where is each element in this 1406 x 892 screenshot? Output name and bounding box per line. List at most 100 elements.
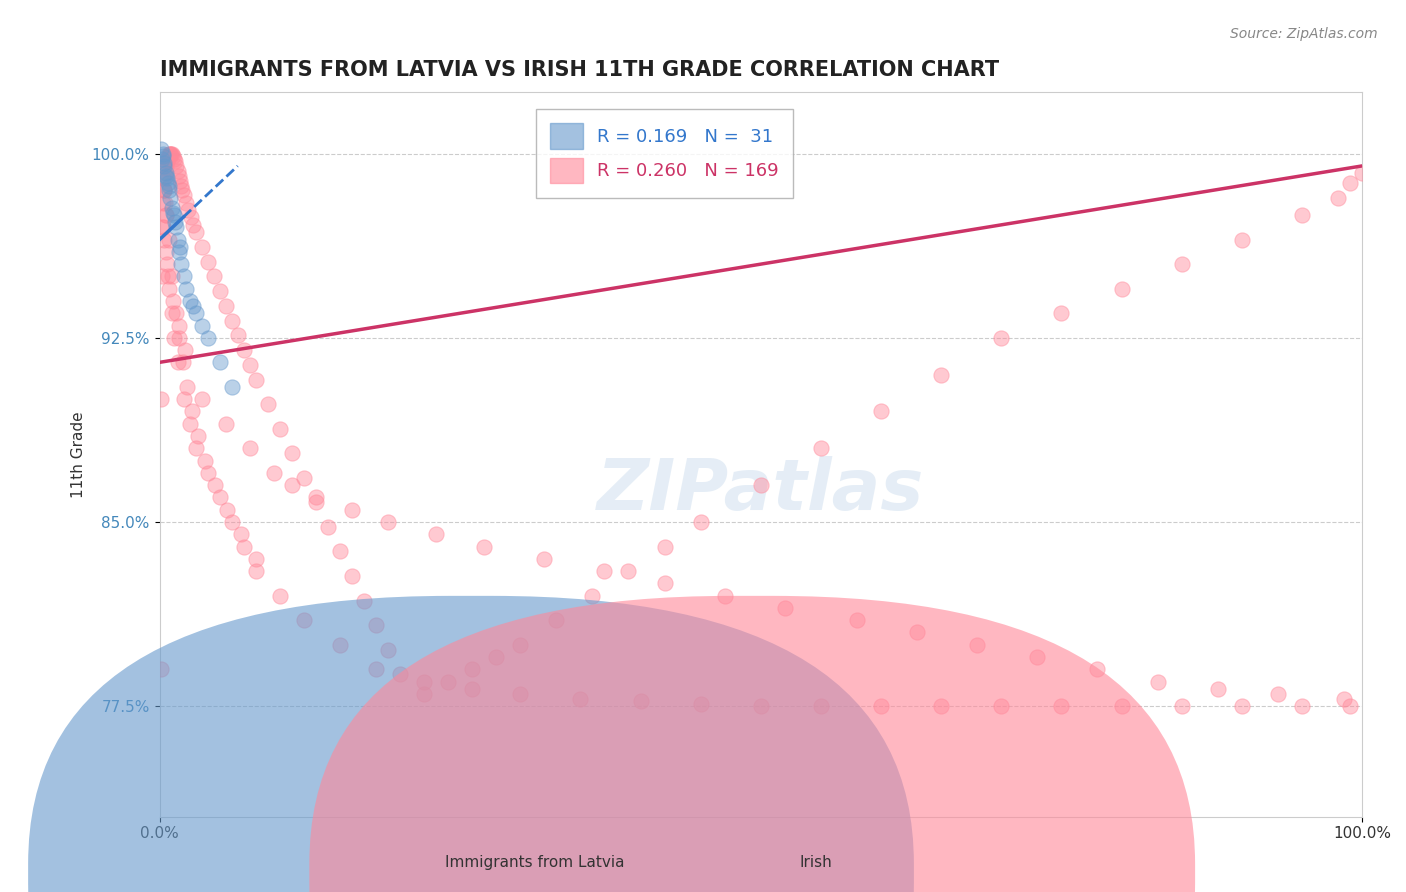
Irish	[159, 146, 181, 161]
Irish	[654, 540, 676, 554]
Irish	[173, 188, 195, 202]
Immigrants from Latvia	[169, 240, 191, 254]
Irish	[509, 687, 531, 701]
Irish	[929, 368, 952, 382]
Irish	[292, 613, 315, 627]
Irish	[214, 417, 236, 431]
Irish	[239, 358, 262, 372]
Irish	[269, 589, 291, 603]
Irish	[1230, 233, 1253, 247]
Irish	[305, 491, 328, 505]
Irish	[177, 203, 200, 218]
Irish	[156, 269, 179, 284]
Irish	[172, 355, 194, 369]
Irish	[160, 146, 183, 161]
Irish	[153, 171, 176, 186]
Irish	[239, 442, 262, 456]
Irish	[174, 195, 197, 210]
Irish	[208, 284, 231, 298]
Irish	[157, 149, 180, 163]
Irish	[153, 166, 176, 180]
Irish	[1339, 176, 1361, 190]
Irish	[281, 446, 304, 460]
Irish	[377, 642, 399, 657]
Irish	[256, 397, 278, 411]
Irish	[1111, 699, 1133, 714]
Text: ZIPatlas: ZIPatlas	[598, 456, 925, 525]
Irish	[156, 154, 179, 169]
Irish	[461, 681, 484, 696]
Irish	[157, 146, 180, 161]
Immigrants from Latvia	[167, 244, 190, 259]
Irish	[156, 257, 179, 271]
Immigrants from Latvia	[160, 201, 183, 215]
Immigrants from Latvia	[174, 282, 197, 296]
Irish	[1339, 699, 1361, 714]
Irish	[165, 159, 187, 173]
Irish	[173, 343, 195, 357]
Irish	[990, 699, 1012, 714]
Immigrants from Latvia	[190, 318, 212, 333]
Irish	[162, 149, 184, 163]
Irish	[226, 328, 249, 343]
Irish	[593, 564, 616, 578]
Irish	[152, 184, 174, 198]
Irish	[1291, 699, 1313, 714]
Irish	[1206, 681, 1229, 696]
Irish	[169, 331, 191, 345]
Immigrants from Latvia	[155, 169, 177, 183]
Irish	[232, 343, 254, 357]
Irish	[749, 699, 772, 714]
Irish	[153, 195, 176, 210]
Irish	[1230, 699, 1253, 714]
Irish	[533, 551, 555, 566]
Irish	[929, 699, 952, 714]
Irish	[176, 380, 198, 394]
Irish	[1111, 282, 1133, 296]
Irish	[773, 600, 796, 615]
Immigrants from Latvia	[165, 215, 187, 229]
Irish	[204, 478, 226, 492]
Irish	[810, 699, 832, 714]
Irish	[197, 466, 219, 480]
Irish	[152, 220, 174, 235]
Irish	[152, 184, 174, 198]
Irish	[1327, 191, 1350, 205]
Immigrants from Latvia	[155, 166, 177, 180]
Irish	[231, 527, 253, 541]
Irish	[160, 146, 183, 161]
Irish	[1291, 208, 1313, 222]
Irish	[1333, 691, 1355, 706]
Irish	[179, 417, 201, 431]
Irish	[181, 218, 204, 232]
Irish	[190, 392, 212, 407]
Irish	[1267, 687, 1289, 701]
Immigrants from Latvia	[166, 233, 188, 247]
Irish	[245, 551, 267, 566]
Immigrants from Latvia	[179, 293, 201, 308]
Irish	[870, 404, 893, 418]
Text: Source: ZipAtlas.com: Source: ZipAtlas.com	[1230, 27, 1378, 41]
Irish	[1170, 257, 1192, 271]
Irish	[160, 269, 183, 284]
Irish	[202, 269, 225, 284]
Irish	[305, 495, 328, 509]
Irish	[810, 442, 832, 456]
Irish	[472, 540, 495, 554]
Immigrants from Latvia	[150, 152, 173, 166]
Irish	[152, 171, 174, 186]
Immigrants from Latvia	[163, 208, 186, 222]
Immigrants from Latvia	[208, 355, 231, 369]
Immigrants from Latvia	[159, 191, 181, 205]
Irish	[245, 564, 267, 578]
Immigrants from Latvia	[173, 269, 195, 284]
Irish	[184, 225, 207, 239]
Immigrants from Latvia	[157, 184, 180, 198]
Irish	[654, 576, 676, 591]
Irish	[329, 544, 352, 558]
Irish	[509, 638, 531, 652]
Irish	[163, 152, 186, 166]
Irish	[194, 453, 217, 467]
Irish	[167, 169, 190, 183]
Irish	[713, 589, 735, 603]
